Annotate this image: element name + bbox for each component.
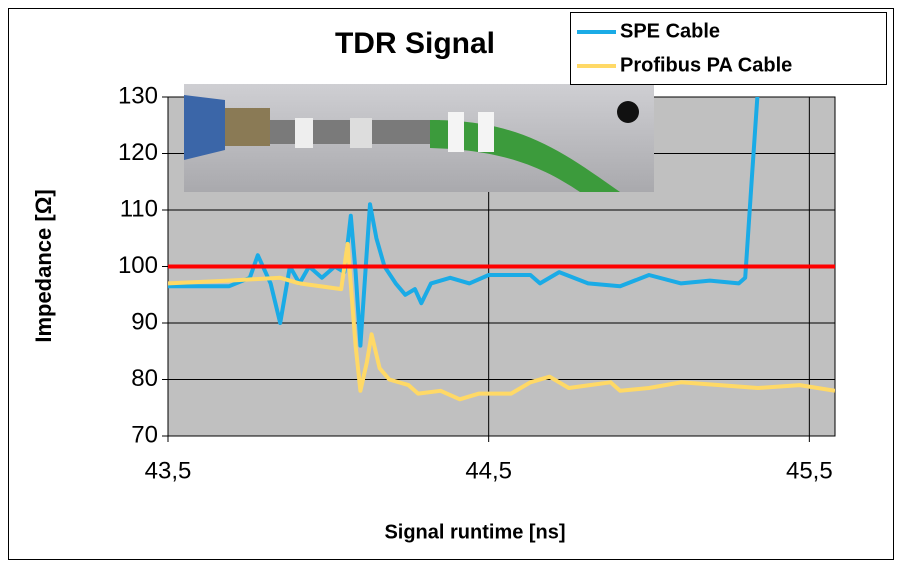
y-tick-label: 120 (118, 139, 158, 166)
x-tick-label: 43,5 (145, 457, 192, 484)
legend-label: Profibus PA Cable (620, 54, 792, 76)
series-group (168, 97, 835, 402)
legend-label: SPE Cable (620, 20, 720, 42)
x-tick-label: 45,5 (786, 457, 833, 484)
photo-inset (184, 84, 654, 192)
y-tick-label: 130 (118, 82, 158, 109)
x-tick-label: 44,5 (465, 457, 512, 484)
x-axis-label: Signal runtime [ns] (384, 521, 565, 543)
y-tick-label: 80 (131, 365, 158, 392)
series-line (168, 97, 760, 348)
y-tick-label: 100 (118, 252, 158, 279)
y-axis-label: Impedance [Ω] (31, 189, 56, 342)
y-tick-label: 90 (131, 308, 158, 335)
y-tick-label: 110 (120, 195, 158, 222)
chart-title: TDR Signal (335, 27, 495, 60)
legend: SPE Cable Profibus PA Cable (570, 12, 887, 85)
y-tick-label: 70 (131, 421, 158, 448)
series-line (168, 241, 835, 402)
